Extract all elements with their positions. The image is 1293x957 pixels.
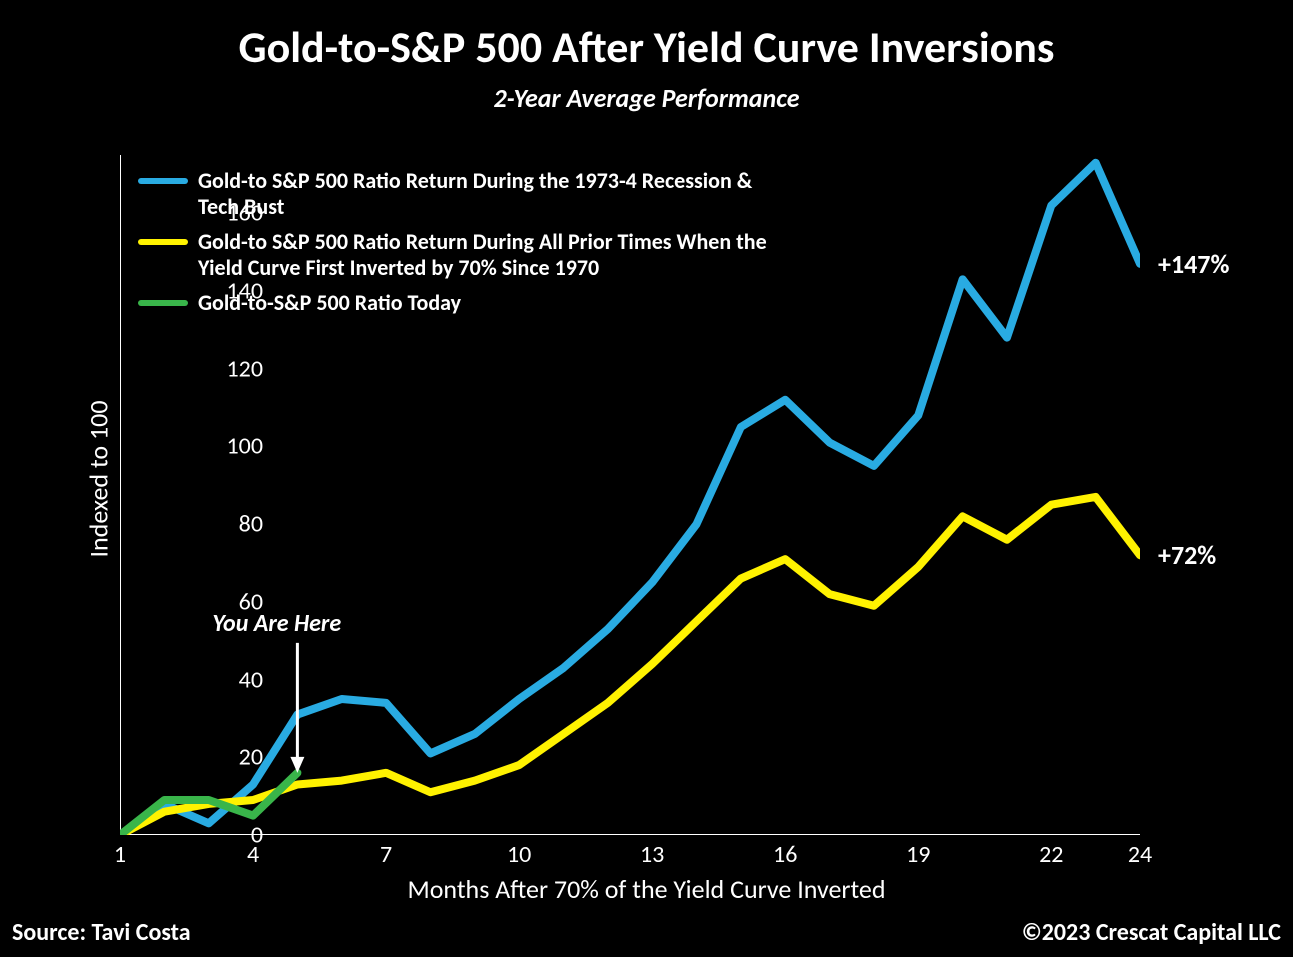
legend-label: Gold-to-S&P 500 Ratio Today [198, 290, 461, 316]
chart-subtitle: 2-Year Average Performance [0, 82, 1293, 114]
y-tick-label: 100 [203, 432, 263, 461]
x-tick-label: 7 [380, 840, 392, 869]
legend-swatch [138, 300, 188, 306]
y-tick-label: 20 [203, 743, 263, 772]
x-tick-label: 13 [640, 840, 664, 869]
y-tick-label: 80 [203, 510, 263, 539]
x-tick-label: 10 [507, 840, 531, 869]
legend-item-all_prior: Gold-to S&P 500 Ratio Return During All … [138, 229, 778, 282]
x-tick-label: 19 [906, 840, 930, 869]
legend: Gold-to S&P 500 Ratio Return During the … [138, 168, 778, 324]
legend-swatch [138, 178, 188, 184]
end-label-recession_tech_bust: +147% [1158, 248, 1229, 280]
source-text: Source: Tavi Costa [12, 918, 191, 947]
chart-title: Gold-to-S&P 500 After Yield Curve Invers… [0, 20, 1293, 74]
legend-label: Gold-to S&P 500 Ratio Return During the … [198, 168, 778, 221]
y-axis-label: Indexed to 100 [83, 400, 115, 557]
annotation-arrowhead [290, 757, 304, 773]
end-label-all_prior: +72% [1158, 539, 1216, 571]
legend-item-today: Gold-to-S&P 500 Ratio Today [138, 290, 778, 316]
series-all_prior [120, 497, 1140, 835]
y-tick-label: 120 [203, 354, 263, 383]
copyright-text: ©2023 Crescat Capital LLC [1022, 918, 1281, 947]
legend-swatch [138, 239, 188, 245]
legend-item-recession_tech_bust: Gold-to S&P 500 Ratio Return During the … [138, 168, 778, 221]
x-tick-label: 1 [114, 840, 126, 869]
x-tick-label: 22 [1039, 840, 1063, 869]
legend-label: Gold-to S&P 500 Ratio Return During All … [198, 229, 778, 282]
x-tick-label: 16 [773, 840, 797, 869]
x-tick-label: 24 [1128, 840, 1152, 869]
x-tick-label: 4 [247, 840, 259, 869]
y-tick-label: 40 [203, 665, 263, 694]
you-are-here-annotation: You Are Here [212, 609, 341, 638]
chart-container: Gold-to-S&P 500 After Yield Curve Invers… [0, 0, 1293, 957]
x-axis-label: Months After 70% of the Yield Curve Inve… [0, 873, 1293, 905]
